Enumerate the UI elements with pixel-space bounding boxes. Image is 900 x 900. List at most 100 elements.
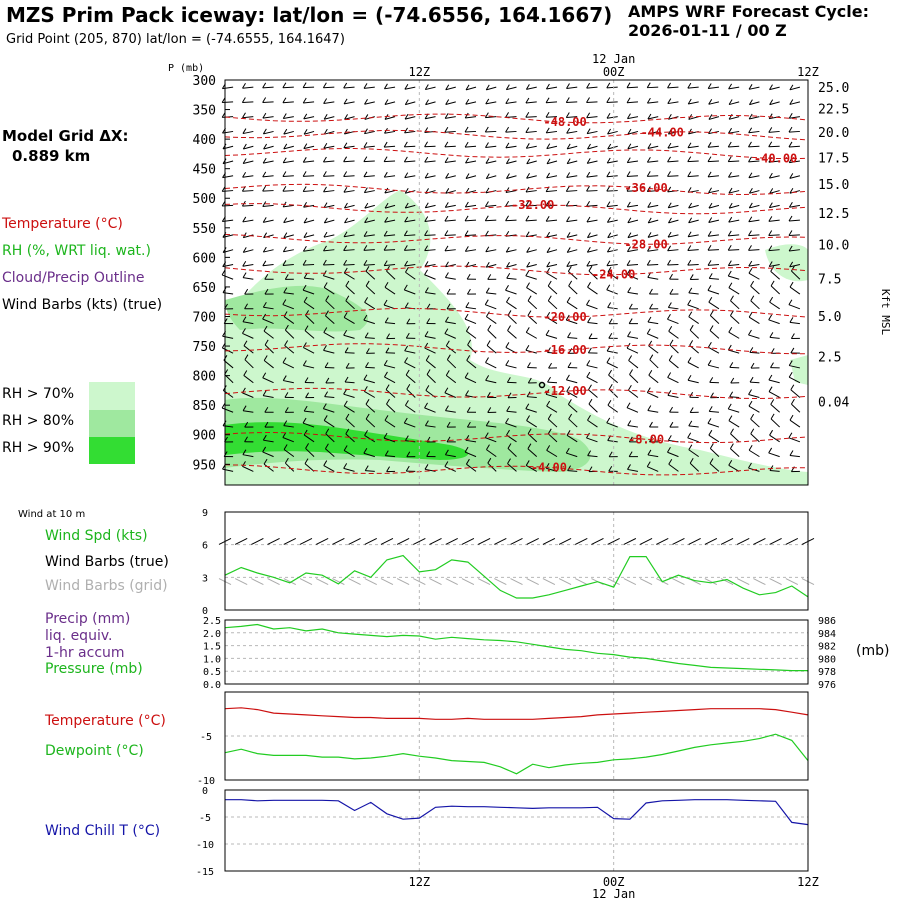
wind-barb-grid (510, 578, 523, 586)
isotherm-line (224, 431, 809, 444)
wind-barb (364, 390, 376, 398)
wind-barb-flag (242, 260, 247, 267)
wind-barb (708, 219, 720, 224)
time-tick-label: 12Z (797, 875, 819, 889)
wind-barb-flag (627, 113, 631, 119)
wind-barb-flag (667, 372, 672, 378)
wind-barb-flag (788, 371, 793, 378)
wind-barb (769, 434, 780, 443)
wind-barb-flag (748, 141, 752, 148)
wind-barb-flag (689, 324, 694, 331)
wind-barb-flag (788, 141, 793, 148)
wind-barb-flag (242, 158, 247, 164)
wind-barb-flag (586, 260, 591, 267)
wind-barb (627, 145, 639, 150)
wind-barb-flag (404, 187, 409, 194)
wind-barb (566, 452, 578, 458)
wind-barb-flag (384, 415, 389, 421)
wind-barb-flag (565, 374, 570, 381)
wind-barb (687, 249, 699, 251)
wind-barb-flag (728, 99, 733, 105)
wind-barb (566, 301, 578, 310)
wind-barb (445, 101, 456, 105)
wind-barb-flag (424, 172, 429, 179)
isotherm-label: -4.00 (531, 460, 567, 474)
height-tick-label: 7.5 (818, 273, 841, 288)
wind-barb-flag (404, 99, 409, 105)
wind-barb-flag (343, 142, 348, 149)
wind-barb (525, 275, 537, 280)
wind-barb (283, 380, 294, 384)
height-tick-label: 17.5 (818, 151, 849, 166)
wind-barb (343, 334, 355, 339)
wind-barb-flag (384, 202, 389, 209)
wind-barb-flag (445, 173, 450, 179)
wind-barb (444, 234, 456, 236)
wind-barb (749, 101, 760, 106)
wind-barb-flag (444, 141, 449, 148)
wind-barb-flag (363, 314, 368, 321)
wind-barb (586, 364, 598, 369)
wind-barb (425, 86, 436, 91)
wind-barb-flag (606, 284, 611, 290)
wind-barb (748, 272, 760, 280)
profile-panel-frame (224, 79, 809, 486)
wind-barb (546, 449, 558, 458)
wind-barb-flag (769, 84, 773, 90)
wind-barb (728, 420, 740, 428)
wind-barb (788, 376, 801, 384)
wind-barb (546, 190, 558, 193)
wind-barb-flag (647, 316, 652, 323)
wind-barb (707, 289, 720, 295)
wind-barb (728, 287, 740, 295)
wind-barb (444, 249, 456, 252)
wind-barb (384, 263, 396, 267)
wind-barb-grid (736, 578, 750, 586)
wind-barb-flag (303, 143, 308, 149)
wind-barb-flag (707, 245, 712, 251)
wind-barb (688, 234, 699, 238)
wind-barb-flag (404, 127, 408, 134)
wind-barb (647, 101, 659, 104)
wind-barb (384, 249, 396, 251)
wind-barb (788, 130, 800, 133)
wind-barb (222, 219, 234, 223)
wind-barb-flag (244, 303, 249, 310)
wind-barb-flag (262, 112, 267, 119)
legend-wind-speed: Wind Spd (kts) (45, 528, 148, 544)
wind-barb-flag (565, 186, 570, 192)
wind-barb-flag (707, 83, 712, 89)
wind-barb-true (656, 538, 669, 545)
wind-barb (770, 404, 780, 413)
wind-barb-flag (465, 325, 470, 332)
wind-barb-flag (768, 141, 773, 148)
wind-barb (404, 249, 416, 251)
wind-barb-flag (790, 398, 795, 405)
wind-barb-flag (323, 98, 328, 104)
wind-barb (424, 249, 436, 252)
wind-barb-flag (262, 246, 267, 253)
wind-barb-flag (262, 185, 267, 192)
wind-barb (486, 263, 497, 268)
wind-barb-flag (525, 186, 530, 193)
wind-barb (728, 464, 740, 472)
wind-barb (607, 350, 618, 354)
wind-barb (384, 116, 396, 120)
wind-barb (486, 175, 497, 180)
wind-barb-flag (405, 369, 410, 376)
wind-barb (424, 234, 436, 237)
wind-barb-flag (748, 202, 753, 209)
wind-barb (445, 116, 456, 119)
pressure-tick-label: 350 (193, 104, 216, 119)
wind-barb (567, 145, 578, 150)
wind-barb-flag (284, 340, 289, 346)
wind-barb-flag (526, 415, 530, 421)
wind-barb-flag (384, 217, 389, 223)
wind-barb-flag (606, 185, 611, 192)
wind-barb-flag (264, 407, 269, 413)
wind-barb (324, 116, 335, 120)
wind-barb-flag (525, 460, 530, 466)
wind-barb (424, 160, 436, 163)
wind-barb (688, 116, 699, 120)
wind-barb-true (542, 538, 556, 545)
